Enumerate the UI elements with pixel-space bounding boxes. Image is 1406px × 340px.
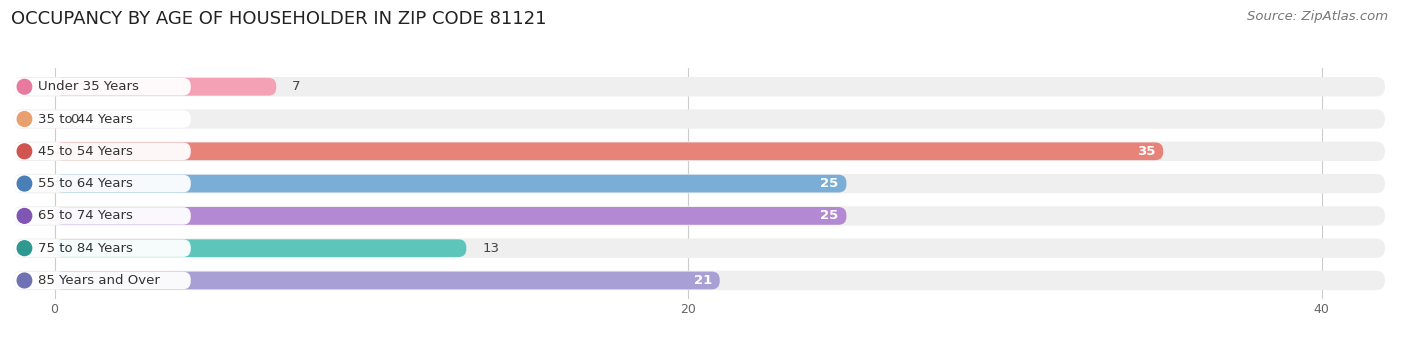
Text: 21: 21 — [693, 274, 711, 287]
FancyBboxPatch shape — [14, 206, 1385, 225]
FancyBboxPatch shape — [55, 272, 720, 289]
FancyBboxPatch shape — [55, 175, 846, 192]
FancyBboxPatch shape — [55, 239, 467, 257]
Circle shape — [18, 209, 31, 223]
Circle shape — [17, 176, 32, 191]
Circle shape — [18, 274, 31, 287]
FancyBboxPatch shape — [14, 174, 1385, 193]
Text: 35 to 44 Years: 35 to 44 Years — [38, 113, 134, 125]
Circle shape — [17, 112, 32, 126]
Text: 45 to 54 Years: 45 to 54 Years — [38, 145, 134, 158]
Text: 75 to 84 Years: 75 to 84 Years — [38, 242, 134, 255]
FancyBboxPatch shape — [14, 239, 191, 257]
Text: OCCUPANCY BY AGE OF HOUSEHOLDER IN ZIP CODE 81121: OCCUPANCY BY AGE OF HOUSEHOLDER IN ZIP C… — [11, 10, 547, 28]
FancyBboxPatch shape — [14, 271, 1385, 290]
Circle shape — [18, 144, 31, 158]
FancyBboxPatch shape — [14, 142, 1385, 161]
FancyBboxPatch shape — [14, 175, 191, 192]
FancyBboxPatch shape — [14, 272, 191, 289]
FancyBboxPatch shape — [14, 110, 191, 128]
Circle shape — [17, 241, 32, 256]
Text: 13: 13 — [482, 242, 499, 255]
Text: 0: 0 — [70, 113, 79, 125]
Text: 55 to 64 Years: 55 to 64 Years — [38, 177, 134, 190]
Circle shape — [17, 144, 32, 159]
Text: 25: 25 — [820, 177, 838, 190]
FancyBboxPatch shape — [55, 142, 1163, 160]
Text: 35: 35 — [1137, 145, 1156, 158]
Text: 65 to 74 Years: 65 to 74 Years — [38, 209, 134, 222]
Circle shape — [17, 79, 32, 94]
Text: Under 35 Years: Under 35 Years — [38, 80, 139, 93]
FancyBboxPatch shape — [14, 78, 191, 96]
FancyBboxPatch shape — [14, 238, 1385, 258]
Text: 7: 7 — [292, 80, 301, 93]
Text: 25: 25 — [820, 209, 838, 222]
Text: 85 Years and Over: 85 Years and Over — [38, 274, 160, 287]
Circle shape — [17, 208, 32, 223]
FancyBboxPatch shape — [14, 207, 191, 225]
Circle shape — [18, 241, 31, 255]
Circle shape — [18, 177, 31, 190]
Circle shape — [18, 80, 31, 94]
FancyBboxPatch shape — [14, 109, 1385, 129]
FancyBboxPatch shape — [55, 78, 276, 96]
Circle shape — [17, 273, 32, 288]
Circle shape — [18, 112, 31, 126]
FancyBboxPatch shape — [55, 207, 846, 225]
FancyBboxPatch shape — [14, 142, 191, 160]
FancyBboxPatch shape — [14, 77, 1385, 97]
Text: Source: ZipAtlas.com: Source: ZipAtlas.com — [1247, 10, 1388, 23]
